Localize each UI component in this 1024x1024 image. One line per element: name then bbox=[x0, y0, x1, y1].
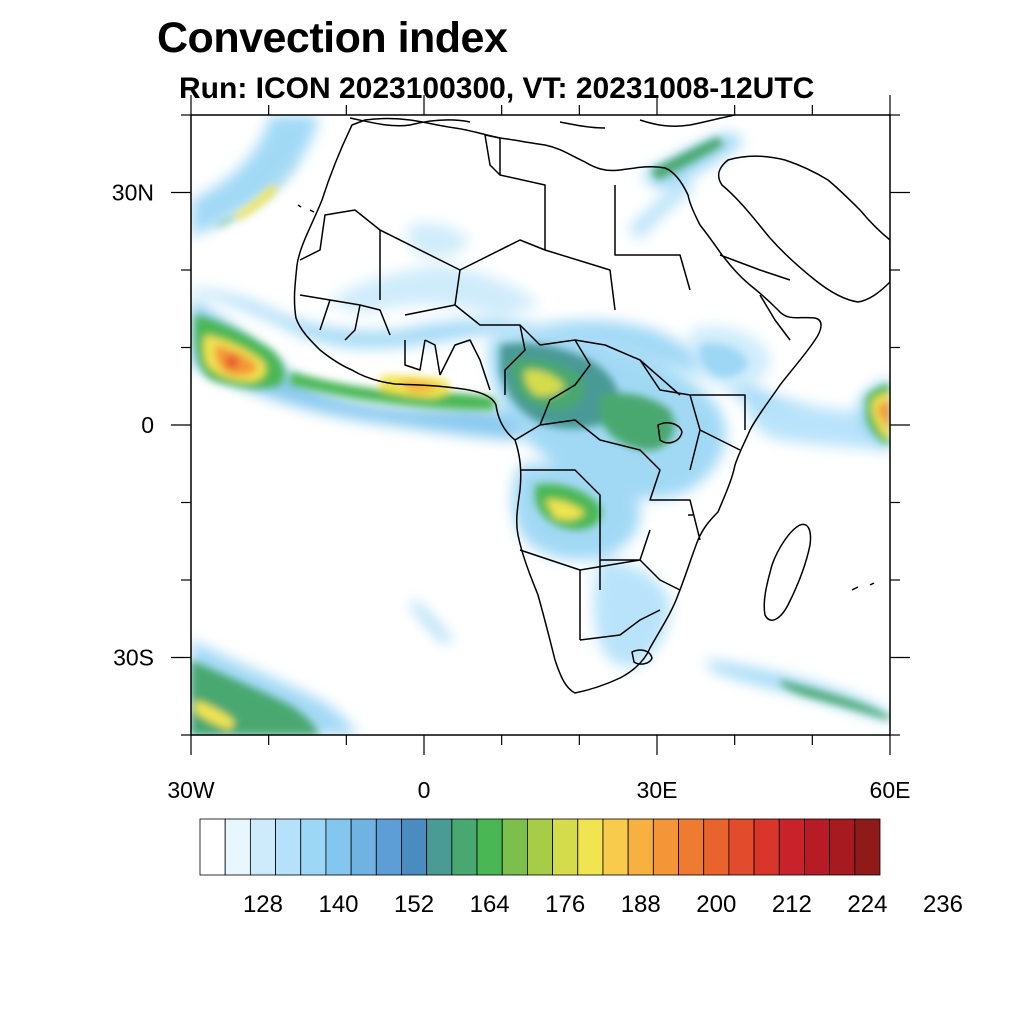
field-atlantic-streak bbox=[410, 600, 452, 644]
colorbar-swatch bbox=[804, 818, 831, 876]
islands bbox=[297, 204, 875, 591]
field-east-congo-core bbox=[600, 393, 675, 451]
y-tick-label: 30S bbox=[113, 645, 154, 671]
axis-ticks: 30W 0 30E 60E 30N 0 30S bbox=[112, 95, 911, 803]
field-central-yellow bbox=[524, 369, 565, 397]
colorbar-swatch bbox=[854, 818, 881, 876]
x-tick-label: 0 bbox=[418, 777, 431, 803]
colorbar-swatch bbox=[375, 818, 402, 876]
colorbar-swatch bbox=[275, 818, 302, 876]
colorbar-swatch bbox=[300, 818, 327, 876]
colorbar-swatch bbox=[703, 818, 730, 876]
field-southern-africa bbox=[593, 560, 671, 668]
colorbar-swatch bbox=[527, 818, 553, 876]
colorbar-swatch bbox=[426, 818, 453, 876]
field-coastal-belt-orange bbox=[400, 380, 438, 393]
field-ethiopia-core bbox=[699, 343, 748, 378]
field-north-atlantic-peak bbox=[235, 185, 278, 220]
field-east-africa-ocean bbox=[745, 403, 890, 450]
field-east-atlantic-red bbox=[226, 356, 238, 368]
map-plot-area: 30W 0 30E 60E 30N 0 30S bbox=[112, 95, 911, 803]
colorbar-swatch bbox=[753, 818, 780, 876]
colorbar-swatch bbox=[778, 818, 805, 876]
colorbar-swatch bbox=[451, 818, 478, 876]
colorbar-swatch bbox=[728, 818, 755, 876]
x-tick-label: 30W bbox=[167, 777, 215, 803]
colorbar-swatch bbox=[224, 818, 251, 876]
field-sahel-patches bbox=[330, 265, 540, 318]
country-borders bbox=[299, 134, 791, 641]
field-north-atlantic bbox=[191, 115, 318, 238]
lake-victoria bbox=[657, 422, 683, 444]
lesotho-border bbox=[631, 649, 653, 665]
field-red-sea bbox=[628, 178, 695, 240]
convection-field bbox=[191, 115, 890, 735]
colorbar-swatch bbox=[249, 818, 276, 876]
field-sw-indian-core bbox=[780, 680, 890, 720]
chart-title: Convection index bbox=[157, 14, 508, 62]
coastlines-borders bbox=[293, 115, 890, 694]
colorbar-swatch bbox=[199, 818, 226, 876]
colorbar-label: 176 bbox=[545, 891, 585, 918]
colorbar-label: 224 bbox=[847, 891, 887, 918]
arabia-coastline bbox=[717, 155, 890, 303]
colorbar-label: 140 bbox=[318, 891, 358, 918]
europe-coastline bbox=[349, 115, 736, 129]
colorbar: 128 140 152 164 176 188 200 212 224 236 bbox=[199, 818, 963, 918]
x-tick-label: 30E bbox=[637, 777, 678, 803]
colorbar-swatch bbox=[350, 818, 377, 876]
field-south-atlantic-yellow bbox=[195, 700, 235, 730]
colorbar-swatch bbox=[501, 818, 528, 876]
field-sahara-patch bbox=[407, 223, 470, 258]
colorbar-label: 188 bbox=[621, 891, 661, 918]
madagascar-coastline bbox=[763, 523, 812, 621]
y-tick-label: 30N bbox=[112, 180, 154, 206]
field-angola-yellow bbox=[545, 499, 585, 520]
colorbar-swatch bbox=[577, 818, 604, 876]
colorbar-label: 236 bbox=[923, 891, 963, 918]
colorbar-swatch bbox=[401, 818, 428, 876]
colorbar-swatch bbox=[325, 818, 352, 876]
colorbar-label: 212 bbox=[772, 891, 812, 918]
colorbar-label: 128 bbox=[243, 891, 283, 918]
colorbar-swatch bbox=[829, 818, 856, 876]
colorbar-swatch bbox=[552, 818, 579, 876]
colorbar-swatch bbox=[652, 818, 679, 876]
field-indian-ocean-orange bbox=[878, 400, 890, 430]
y-tick-label: 0 bbox=[141, 412, 154, 438]
chart-subtitle: Run: ICON 2023100300, VT: 20231008-12UTC bbox=[179, 72, 815, 105]
colorbar-label: 164 bbox=[470, 891, 510, 918]
colorbar-label: 152 bbox=[394, 891, 434, 918]
colorbar-label: 200 bbox=[696, 891, 736, 918]
colorbar-swatch bbox=[678, 818, 705, 876]
africa-coastline bbox=[293, 117, 822, 694]
colorbar-swatch bbox=[476, 818, 503, 876]
colorbar-swatch bbox=[602, 818, 629, 876]
colorbar-swatch bbox=[627, 818, 654, 876]
x-tick-label: 60E bbox=[870, 777, 911, 803]
